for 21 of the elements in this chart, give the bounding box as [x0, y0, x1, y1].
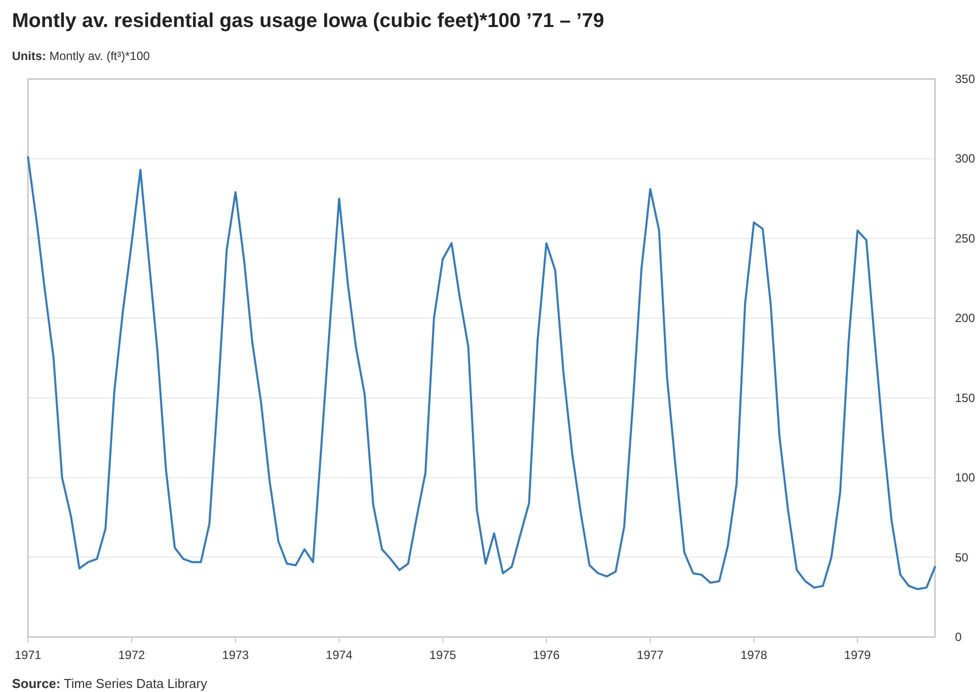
y-tick-label: 350 — [955, 72, 976, 86]
y-tick-label: 0 — [955, 630, 962, 644]
x-tick-label: 1973 — [222, 648, 250, 662]
x-tick-label: 1975 — [429, 648, 456, 662]
x-tick-label: 1971 — [14, 648, 42, 662]
y-tick-label: 200 — [955, 311, 976, 326]
y-tick-label: 300 — [955, 152, 976, 166]
chart-title: Montly av. residential gas usage Iowa (cubic feet)*100 ’71 – ’79 — [12, 10, 604, 32]
y-tick-label: 100 — [955, 470, 976, 485]
x-tick-label: 1977 — [636, 648, 664, 662]
source-note: Source: Time Series Data Library — [12, 676, 208, 691]
y-tick-label: 50 — [955, 550, 969, 564]
chart-subtitle: Units: Montly av. (ft³)*100 — [12, 49, 150, 63]
y-tick-label: 250 — [955, 231, 976, 246]
line-series — [27, 156, 936, 590]
x-tick-label: 1972 — [118, 648, 146, 662]
x-tick-label: 1976 — [533, 648, 560, 662]
x-tick-label: 1978 — [740, 648, 768, 662]
x-tick-label: 1974 — [326, 648, 353, 662]
x-tick-label: 1979 — [844, 648, 872, 662]
y-tick-label: 150 — [955, 390, 976, 405]
